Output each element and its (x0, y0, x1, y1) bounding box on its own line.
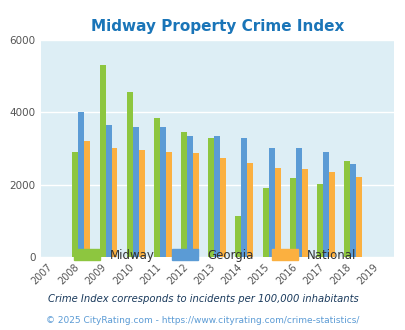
Text: © 2025 CityRating.com - https://www.cityrating.com/crime-statistics/: © 2025 CityRating.com - https://www.city… (46, 316, 359, 325)
Bar (268, 148, 274, 257)
Bar (99, 65, 105, 257)
Bar (316, 184, 322, 257)
Bar (111, 148, 117, 257)
Bar (274, 168, 280, 257)
Bar (126, 92, 132, 257)
Legend: Midway, Georgia, National: Midway, Georgia, National (69, 244, 360, 266)
Bar (355, 177, 361, 257)
Bar (301, 169, 307, 257)
Bar (132, 127, 139, 257)
Bar (235, 216, 241, 257)
Bar (139, 149, 144, 257)
Text: Crime Index corresponds to incidents per 100,000 inhabitants: Crime Index corresponds to incidents per… (47, 294, 358, 304)
Bar (322, 152, 328, 257)
Bar (105, 125, 111, 257)
Bar (214, 136, 220, 257)
Bar (289, 178, 295, 257)
Bar (343, 161, 349, 257)
Bar (295, 148, 301, 257)
Bar (187, 136, 192, 257)
Bar (153, 118, 160, 257)
Bar (241, 138, 247, 257)
Bar (328, 172, 334, 257)
Bar (181, 132, 187, 257)
Bar (160, 127, 166, 257)
Bar (220, 158, 226, 257)
Bar (166, 152, 171, 257)
Bar (208, 138, 214, 257)
Bar (192, 153, 198, 257)
Title: Midway Property Crime Index: Midway Property Crime Index (90, 19, 343, 34)
Bar (72, 152, 78, 257)
Bar (78, 112, 84, 257)
Bar (84, 141, 90, 257)
Bar (247, 163, 253, 257)
Bar (262, 188, 268, 257)
Bar (349, 164, 355, 257)
